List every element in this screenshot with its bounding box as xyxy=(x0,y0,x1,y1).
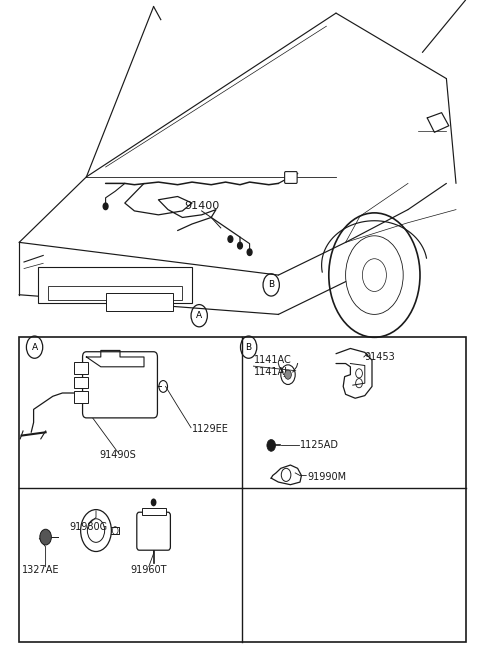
Bar xyxy=(74,377,88,388)
Bar xyxy=(19,337,466,642)
Text: A: A xyxy=(196,311,202,320)
Text: 91490S: 91490S xyxy=(99,450,136,460)
Text: B: B xyxy=(246,343,252,352)
Text: B: B xyxy=(268,280,274,290)
Bar xyxy=(142,508,166,515)
Text: 91990M: 91990M xyxy=(307,472,347,482)
Circle shape xyxy=(103,203,108,210)
Text: 91453: 91453 xyxy=(365,352,396,362)
Circle shape xyxy=(285,370,291,379)
Text: 91400: 91400 xyxy=(184,201,219,212)
Text: 1141AC: 1141AC xyxy=(254,355,292,365)
Bar xyxy=(74,391,88,403)
Circle shape xyxy=(151,498,156,506)
Text: A: A xyxy=(32,343,37,352)
Circle shape xyxy=(228,236,233,242)
Bar xyxy=(38,267,192,303)
Text: 1327AE: 1327AE xyxy=(22,565,60,575)
Text: 1141AJ: 1141AJ xyxy=(254,367,288,377)
Circle shape xyxy=(267,440,276,451)
FancyBboxPatch shape xyxy=(83,352,157,418)
Bar xyxy=(74,362,88,374)
Text: 91980G: 91980G xyxy=(70,522,108,533)
FancyBboxPatch shape xyxy=(285,172,297,183)
Bar xyxy=(106,293,173,311)
Text: 1125AD: 1125AD xyxy=(300,440,339,451)
Circle shape xyxy=(247,249,252,255)
Text: 1129EE: 1129EE xyxy=(192,424,229,434)
Text: 91960T: 91960T xyxy=(131,565,167,575)
FancyBboxPatch shape xyxy=(137,512,170,550)
Circle shape xyxy=(40,529,51,545)
Circle shape xyxy=(238,242,242,249)
Bar xyxy=(48,286,182,300)
